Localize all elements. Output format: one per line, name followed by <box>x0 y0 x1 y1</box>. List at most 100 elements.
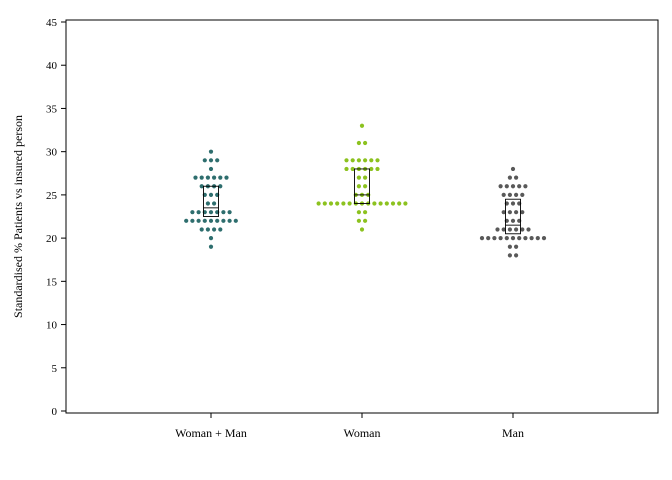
y-axis-label: Standardised % Patients vs insured perso… <box>11 115 25 318</box>
data-point <box>199 184 204 189</box>
data-point <box>205 227 210 232</box>
data-point <box>498 184 503 189</box>
data-point <box>507 253 512 258</box>
data-point <box>507 244 512 249</box>
data-point <box>205 175 210 180</box>
data-point <box>208 158 214 163</box>
data-point <box>375 166 380 172</box>
data-point <box>356 218 361 223</box>
data-point <box>233 218 238 223</box>
y-tick-label: 20 <box>46 233 58 245</box>
data-point <box>363 210 368 215</box>
data-point <box>486 236 491 241</box>
data-point <box>212 201 217 206</box>
data-point <box>501 227 506 232</box>
data-point <box>375 158 380 163</box>
data-point <box>369 166 374 172</box>
data-point <box>208 244 214 249</box>
data-point <box>498 236 503 241</box>
data-point <box>526 227 531 232</box>
data-point <box>363 175 368 180</box>
data-point <box>359 227 365 232</box>
data-point <box>523 184 528 189</box>
data-point <box>504 184 509 189</box>
data-point <box>507 227 512 232</box>
data-point <box>403 201 408 206</box>
data-point <box>350 158 355 163</box>
y-tick-label: 35 <box>46 103 58 115</box>
y-tick-label: 5 <box>52 363 58 375</box>
y-tick-label: 10 <box>46 320 58 332</box>
y-tick-label: 40 <box>46 60 58 72</box>
data-point <box>363 218 368 223</box>
x-tick-label: Woman + Man <box>175 426 247 440</box>
data-point <box>208 166 214 172</box>
data-point <box>184 218 189 223</box>
data-point <box>495 227 500 232</box>
data-point <box>208 236 214 241</box>
y-axis: 0 5 10 15 20 25 30 35 40 45 <box>46 17 66 418</box>
data-point <box>356 140 361 146</box>
data-point <box>227 210 232 215</box>
data-point <box>218 184 223 189</box>
data-point <box>372 201 377 206</box>
data-point <box>507 175 512 180</box>
data-point <box>215 218 220 223</box>
data-point <box>212 227 217 232</box>
data-point <box>363 140 368 146</box>
data-point <box>501 192 506 197</box>
data-point <box>514 244 519 249</box>
data-point <box>520 210 525 215</box>
data-point <box>359 123 365 128</box>
data-point <box>517 184 522 189</box>
data-point <box>190 218 195 223</box>
data-point <box>356 158 361 163</box>
data-point <box>479 236 485 241</box>
data-point <box>215 158 220 163</box>
data-point <box>350 166 355 172</box>
data-point <box>369 158 374 163</box>
y-tick-label: 30 <box>46 147 58 159</box>
data-point <box>514 175 519 180</box>
data-point <box>322 201 327 206</box>
data-point <box>224 175 229 180</box>
data-point <box>193 175 198 180</box>
data-point <box>510 166 516 172</box>
data-point <box>316 201 321 206</box>
data-point <box>541 236 547 241</box>
data-point <box>510 236 516 241</box>
data-point <box>384 201 389 206</box>
iqr-box <box>203 185 219 217</box>
dot-group <box>479 166 547 258</box>
data-point <box>227 218 232 223</box>
data-point <box>205 201 210 206</box>
data-point <box>492 236 497 241</box>
data-point <box>356 184 361 189</box>
data-point <box>221 210 226 215</box>
data-point <box>523 236 528 241</box>
data-point <box>397 201 402 206</box>
data-point <box>199 175 204 180</box>
data-point <box>208 192 214 197</box>
data-point <box>510 184 516 189</box>
data-point <box>514 227 519 232</box>
data-point <box>535 236 540 241</box>
data-point <box>344 166 349 172</box>
data-point <box>529 236 534 241</box>
data-point <box>517 236 522 241</box>
data-point <box>341 201 346 206</box>
y-tick-label: 15 <box>46 276 58 288</box>
data-point <box>356 175 361 180</box>
data-point <box>208 218 214 223</box>
data-point <box>218 175 223 180</box>
plot-area <box>65 19 659 414</box>
data-point <box>196 210 201 215</box>
data-point <box>390 201 396 206</box>
x-axis: Woman + Man Woman Man <box>175 413 524 440</box>
y-tick-label: 0 <box>52 406 58 418</box>
data-point <box>501 210 506 215</box>
data-point <box>190 210 195 215</box>
data-point <box>507 192 512 197</box>
data-point <box>328 201 334 206</box>
